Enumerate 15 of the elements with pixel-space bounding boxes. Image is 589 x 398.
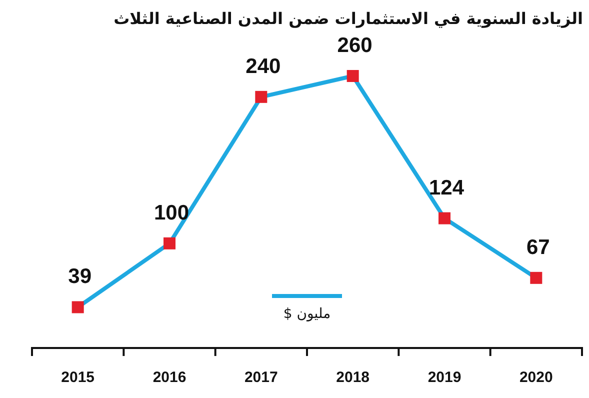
data-label: 100 xyxy=(154,201,190,224)
x-tick-label: 2015 xyxy=(61,369,95,386)
x-tick-label: 2018 xyxy=(336,369,370,386)
x-tick-label: 2017 xyxy=(244,369,278,386)
chart-title: الزيادة السنوية في الاستثمارات ضمن المدن الصناعية الثلاث xyxy=(114,9,583,28)
data-label: 67 xyxy=(526,236,550,259)
x-tick-label: 2019 xyxy=(428,369,462,386)
data-label: 39 xyxy=(68,265,92,288)
legend: مليون $ xyxy=(272,294,342,322)
data-label: 260 xyxy=(337,34,372,57)
data-label: 124 xyxy=(428,176,464,200)
legend-label: مليون $ xyxy=(283,306,331,322)
x-tick-label: 2020 xyxy=(519,369,553,386)
data-label: 240 xyxy=(246,54,281,78)
x-tick-label: 2016 xyxy=(152,369,186,386)
